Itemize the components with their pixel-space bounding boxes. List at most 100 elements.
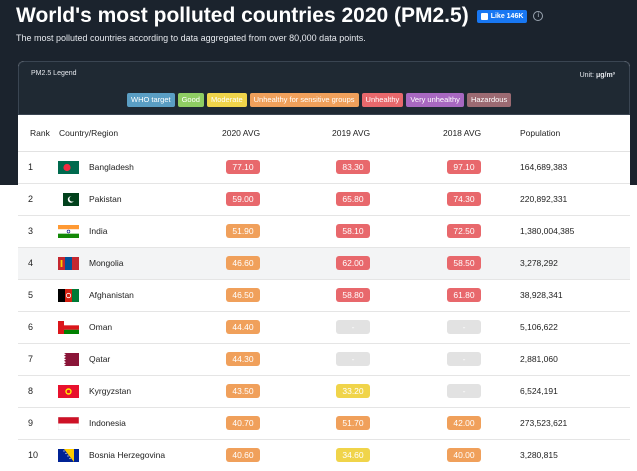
legend-chip: Moderate <box>206 93 247 107</box>
table-row[interactable]: 3 India 51.90 58.10 72.50 1,380,004,385 <box>18 216 630 248</box>
rank-cell: 7 <box>28 354 34 364</box>
pm25-legend: PM2.5 Legend Unit: μg/m³ WHO target Good M… <box>18 61 630 115</box>
bangladesh-flag-icon <box>58 161 79 174</box>
india-flag-icon <box>58 225 79 238</box>
avg-2019-badge: 58.10 <box>336 224 370 238</box>
avg-2020-badge: 59.00 <box>226 192 260 206</box>
rank-cell: 2 <box>28 194 34 204</box>
avg-2019-badge: - <box>336 352 370 366</box>
thumbs-up-icon <box>480 12 488 20</box>
population-cell: 38,928,341 <box>520 290 563 300</box>
avg-2020-badge: 46.60 <box>226 256 260 270</box>
population-cell: 2,881,060 <box>520 354 558 364</box>
table-header: Rank Country/Region 2020 AVG 2019 AVG 20… <box>18 115 630 152</box>
mongolia-flag-icon <box>58 257 79 270</box>
population-cell: 5,106,622 <box>520 322 558 332</box>
title-row: World's most polluted countries 2020 (PM… <box>16 4 544 28</box>
column-population: Population <box>520 128 561 138</box>
avg-2018-badge: 40.00 <box>447 448 481 462</box>
column-2019-avg: 2019 AVG <box>332 128 371 138</box>
avg-2018-badge: 72.50 <box>447 224 481 238</box>
population-cell: 164,689,383 <box>520 162 568 172</box>
avg-2020-badge: 40.60 <box>226 448 260 462</box>
indonesia-flag-icon <box>58 417 79 430</box>
avg-2020-badge: 46.50 <box>226 288 260 302</box>
country-name[interactable]: Qatar <box>89 354 111 364</box>
column-rank: Rank <box>30 128 50 138</box>
rank-cell: 9 <box>28 418 34 428</box>
avg-2019-badge: - <box>336 320 370 334</box>
avg-2018-badge: - <box>447 320 481 334</box>
avg-2018-badge: - <box>447 384 481 398</box>
rank-cell: 5 <box>28 290 34 300</box>
afghanistan-flag-icon <box>58 289 79 302</box>
avg-2020-badge: 44.30 <box>226 352 260 366</box>
avg-2019-badge: 62.00 <box>336 256 370 270</box>
rank-cell: 8 <box>28 386 34 396</box>
avg-2019-badge: 83.30 <box>336 160 370 174</box>
oman-flag-icon <box>58 321 79 334</box>
bosnia-flag-icon <box>58 449 79 462</box>
avg-2019-badge: 65.80 <box>336 192 370 206</box>
info-icon[interactable]: i <box>533 11 544 21</box>
country-name[interactable]: Indonesia <box>89 418 126 428</box>
avg-2020-badge: 43.50 <box>226 384 260 398</box>
legend-chip: WHO target <box>127 93 175 107</box>
table-row[interactable]: 6 Oman 44.40 - - 5,106,622 <box>18 312 630 344</box>
avg-2018-badge: - <box>447 352 481 366</box>
country-name[interactable]: Mongolia <box>89 258 124 268</box>
avg-2018-badge: 74.30 <box>447 192 481 206</box>
population-cell: 1,380,004,385 <box>520 226 575 236</box>
population-cell: 3,280,815 <box>520 450 558 460</box>
table-row[interactable]: 8 Kyrgyzstan 43.50 33.20 - 6,524,191 <box>18 376 630 408</box>
country-name[interactable]: Kyrgyzstan <box>89 386 132 396</box>
table-row[interactable]: 5 Afghanistan 46.50 58.80 61.80 38,928,341 <box>18 280 630 312</box>
country-name[interactable]: Afghanistan <box>89 290 134 300</box>
table-row[interactable]: 4 Mongolia 46.60 62.00 58.50 3,278,292 <box>18 248 630 280</box>
rank-cell: 4 <box>28 258 34 268</box>
column-country: Country/Region <box>59 128 119 138</box>
pakistan-flag-icon <box>58 193 79 206</box>
avg-2019-badge: 34.60 <box>336 448 370 462</box>
kyrgyzstan-flag-icon <box>58 385 79 398</box>
avg-2020-badge: 40.70 <box>226 416 260 430</box>
avg-2018-badge: 58.50 <box>447 256 481 270</box>
legend-title: PM2.5 Legend <box>31 70 77 77</box>
legend-chip: Unhealthy <box>361 93 404 107</box>
avg-2018-badge: 61.80 <box>447 288 481 302</box>
legend-chips: WHO target Good Moderate Unhealthy for sens… <box>127 93 512 107</box>
table-row[interactable]: 2 Pakistan 59.00 65.80 74.30 220,892,331 <box>18 184 630 216</box>
country-name[interactable]: India <box>89 226 108 236</box>
table-row[interactable]: 7 Qatar 44.30 - - 2,881,060 <box>18 344 630 376</box>
country-name[interactable]: Oman <box>89 322 113 332</box>
column-2020-avg: 2020 AVG <box>222 128 261 138</box>
rank-cell: 6 <box>28 322 34 332</box>
column-2018-avg: 2018 AVG <box>443 128 482 138</box>
table-row[interactable]: 10 Bosnia Herzegovina 40.60 34.60 40.00 3,280… <box>18 440 630 471</box>
qatar-flag-icon <box>58 353 79 366</box>
rank-cell: 3 <box>28 226 34 236</box>
country-name[interactable]: Bangladesh <box>89 162 134 172</box>
country-name[interactable]: Pakistan <box>89 194 122 204</box>
population-cell: 273,523,621 <box>520 418 568 428</box>
table-row[interactable]: 9 Indonesia 40.70 51.70 42.00 273,523,621 <box>18 408 630 440</box>
legend-chip: Hazardous <box>466 93 512 107</box>
country-name[interactable]: Bosnia Herzegovina <box>89 450 166 460</box>
avg-2019-badge: 58.80 <box>336 288 370 302</box>
avg-2020-badge: 51.90 <box>226 224 260 238</box>
legend-chip: Good <box>177 93 204 107</box>
unit-value: μg/m³ <box>595 72 615 79</box>
like-count: Like 146K <box>490 12 524 20</box>
table-row[interactable]: 1 Bangladesh 77.10 83.30 97.10 164,689,383 <box>18 152 630 184</box>
population-cell: 220,892,331 <box>520 194 568 204</box>
legend-chip: Very unhealthy <box>406 93 464 107</box>
page-title: World's most polluted countries 2020 (PM… <box>16 4 469 27</box>
unit-prefix: Unit: <box>579 72 594 79</box>
facebook-like-button[interactable]: Like 146K <box>476 9 528 23</box>
avg-2019-badge: 51.70 <box>336 416 370 430</box>
population-cell: 6,524,191 <box>520 386 558 396</box>
avg-2018-badge: 42.00 <box>447 416 481 430</box>
avg-2018-badge: 97.10 <box>447 160 481 174</box>
legend-chip: Unhealthy for sensitive groups <box>249 93 359 107</box>
avg-2019-badge: 33.20 <box>336 384 370 398</box>
